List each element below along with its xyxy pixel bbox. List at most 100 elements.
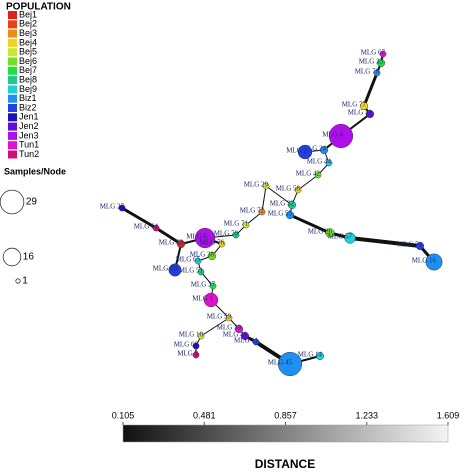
node-label: MLG 37: [191, 281, 216, 289]
node: [240, 331, 250, 341]
edge: [245, 211, 263, 226]
node: [252, 338, 260, 346]
node-label: MLG 74: [398, 241, 423, 249]
node-label: MLG 9: [177, 350, 198, 358]
node: [325, 228, 335, 238]
legend-title: POPULATION: [6, 2, 71, 13]
legend-label: Bej4: [19, 37, 37, 47]
node: [258, 208, 266, 216]
node: [319, 145, 329, 155]
edge: [155, 226, 182, 246]
node-label: MLG 69: [153, 265, 178, 273]
node: [192, 342, 200, 350]
legend-label: Biz2: [19, 102, 37, 112]
legend-label: Tun2: [19, 149, 39, 159]
node-label: MLG 38: [190, 251, 215, 259]
node-label: MLG 39: [217, 324, 242, 332]
legend-label: Bej7: [19, 65, 37, 75]
node: [176, 239, 186, 249]
legend-swatch: [8, 94, 17, 103]
node: [325, 159, 333, 167]
legend-swatch: [8, 48, 17, 57]
node: [242, 221, 250, 229]
legend-swatch: [8, 57, 17, 66]
legend-swatch: [8, 122, 17, 131]
node-label: MLG 29: [244, 181, 269, 189]
node-label: MLG 31: [348, 109, 373, 117]
edge: [349, 236, 421, 248]
node-label: MLG 45: [268, 359, 293, 367]
node: [365, 109, 375, 119]
size-legend-circle: [2, 247, 22, 267]
node-label: MLG 59: [207, 313, 232, 321]
legend-label: Bej6: [19, 56, 37, 66]
node: [197, 332, 205, 340]
node-label: MLG 63: [159, 239, 184, 247]
node: [194, 257, 202, 265]
colorbar-tick-label: 1.609: [437, 410, 460, 420]
node-label: MLG 6: [186, 233, 207, 241]
node-label: MLG 24: [302, 145, 327, 153]
legend-label: Bej1: [19, 9, 37, 19]
node: [262, 182, 270, 190]
node-label: MLG 10: [179, 331, 204, 339]
node-label: MLG 76: [200, 239, 225, 247]
node: [415, 241, 425, 251]
legend-label: Biz1: [19, 93, 37, 103]
node-label: MLG 77: [342, 101, 367, 109]
node: [344, 232, 356, 244]
node: [287, 200, 297, 210]
legend-swatch: [8, 66, 17, 75]
legend-label: Jen1: [19, 112, 39, 122]
size-legend-label: 1: [22, 276, 28, 287]
legend-label: Bej8: [19, 74, 37, 84]
node: [315, 351, 325, 361]
legend-label: Bej3: [19, 28, 37, 38]
legend-swatch: [8, 11, 17, 19]
node-label: MLG 26: [308, 228, 333, 236]
node: [376, 58, 386, 68]
edge: [289, 213, 331, 235]
edge: [200, 317, 230, 337]
node-label: MLG 71: [224, 220, 249, 228]
node-label: MLG 64: [134, 223, 159, 231]
node-label: MLG 42: [296, 170, 321, 178]
colorbar-title: DISTANCE: [255, 457, 315, 471]
node-label: MLG 70: [214, 230, 239, 238]
colorbar: [122, 424, 449, 443]
node: [294, 186, 302, 194]
node: [118, 204, 126, 212]
node-label: MLG 14: [298, 351, 323, 359]
node: [234, 324, 244, 334]
legend-swatch: [8, 104, 17, 112]
node: [225, 314, 233, 322]
colorbar-tick-label: 0.105: [112, 410, 135, 420]
node-label: MLG 33: [359, 58, 384, 66]
node: [218, 240, 226, 248]
node-label: MLG 65: [176, 256, 201, 264]
edge: [261, 185, 267, 213]
legend-label: Bej9: [19, 84, 37, 94]
node: [328, 123, 354, 149]
node-label: MLG 44: [307, 158, 332, 166]
node: [373, 69, 381, 77]
node-label: MLG 41: [223, 331, 248, 339]
node: [207, 251, 217, 261]
colorbar-tick-label: 0.481: [193, 410, 216, 420]
node: [209, 282, 217, 290]
size-legend-circle: [0, 189, 25, 215]
node-label: MLG 72: [240, 207, 265, 215]
size-legend-label: 16: [23, 252, 35, 263]
colorbar-tick-label: 0.857: [274, 410, 297, 420]
legend-swatch: [8, 131, 17, 140]
legend-label: Bej2: [19, 19, 37, 29]
edge: [121, 206, 157, 230]
node-label: MLG 11: [234, 337, 259, 345]
node-label: MLG 16: [412, 257, 437, 265]
node: [285, 210, 295, 220]
legend-swatch: [8, 113, 17, 122]
legend-label: Bej5: [19, 47, 37, 57]
node-label: MLG 27: [100, 203, 125, 211]
